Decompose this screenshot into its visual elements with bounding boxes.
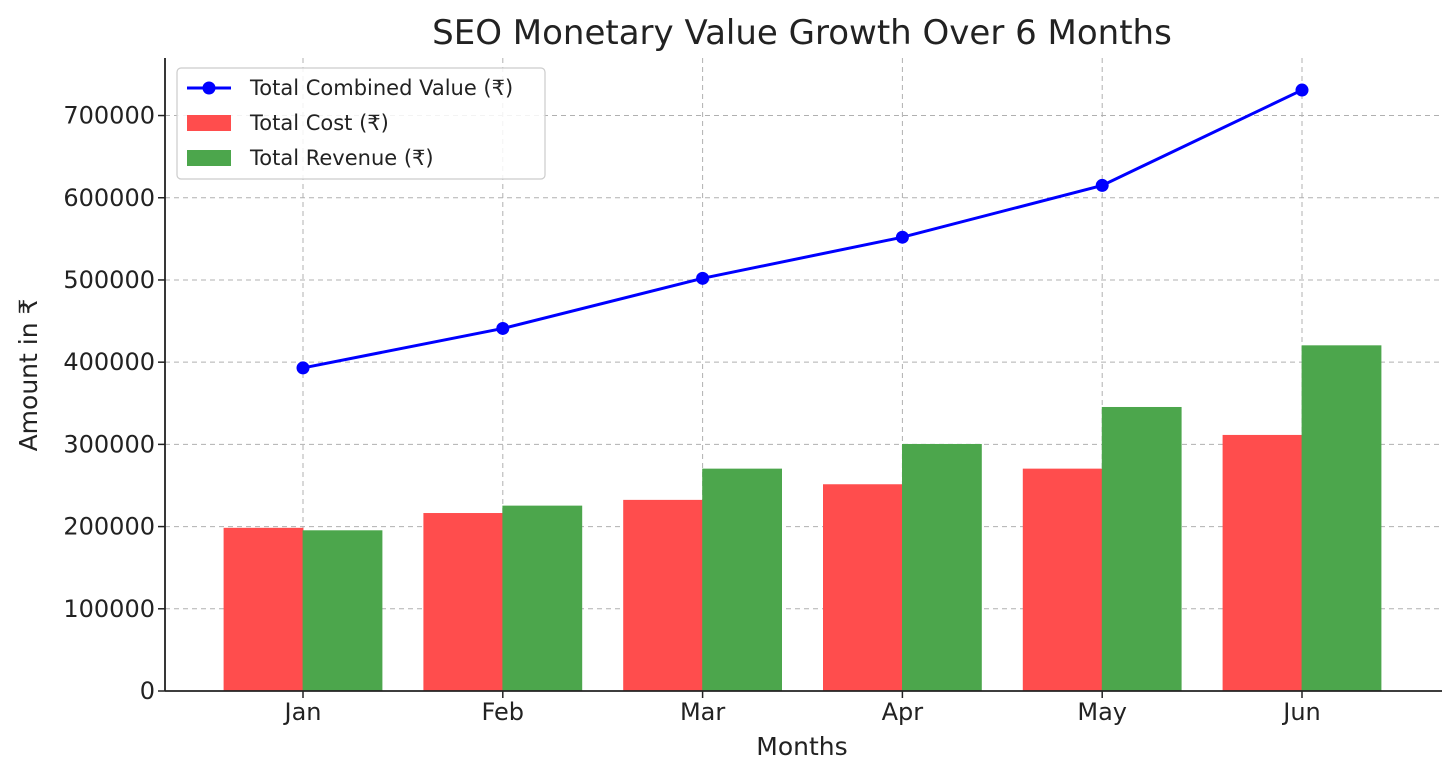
combined-value-point [1095,178,1109,192]
legend-label: Total Cost (₹) [249,111,389,135]
y-tick-label: 0 [140,677,155,705]
legend-bar-swatch [187,150,231,166]
bar-revenue [1301,345,1382,692]
x-tick-label: Jun [1281,698,1321,726]
legend-marker-swatch [202,81,216,95]
line-series [296,83,1309,375]
y-tick-label: 400000 [63,348,155,376]
y-tick-label: 100000 [63,595,155,623]
combined-value-line [302,88,1303,370]
y-tick-label: 200000 [63,513,155,541]
x-tick-label: Jan [283,698,322,726]
x-tick-label: Mar [680,698,725,726]
bar-revenue [902,443,982,692]
y-tick-label: 500000 [63,266,155,294]
y-tick-label: 600000 [63,184,155,212]
bar-cost [823,484,903,692]
bar-cost [623,499,703,692]
legend-bar-swatch [187,115,231,131]
x-tick-label: Apr [882,698,924,726]
bar-cost [1022,468,1103,692]
bar-cost [423,513,504,692]
legend-label: Total Combined Value (₹) [249,76,513,100]
legend: Total Combined Value (₹) Total Cost (₹) To… [176,67,546,180]
tick-labels: 0 100000 200000 300000 400000 500000 600000 700… [63,102,1320,726]
bar-revenue [302,530,383,692]
y-tick-label: 700000 [63,102,155,130]
bar-revenue [502,505,583,692]
combined-value-point [1295,83,1309,97]
chart-title: SEO Monetary Value Growth Over 6 Months [432,13,1172,53]
x-tick-label: Feb [482,698,525,726]
combined-value-point [496,321,510,335]
x-axis-title: Months [756,732,847,761]
legend-box [176,67,546,180]
y-axis-title: Amount in ₹ [14,299,43,452]
bar-revenue [702,468,782,692]
bar-revenue [1101,406,1182,692]
x-tick-label: May [1077,698,1127,726]
legend-label: Total Revenue (₹) [249,146,434,170]
combined-value-point [696,271,710,285]
bars [223,345,1382,692]
combined-value-point [296,361,310,375]
y-tick-label: 300000 [63,430,155,458]
bar-cost [223,527,304,692]
combined-value-point [895,230,909,244]
axes [158,58,1442,698]
bar-cost [1222,434,1303,692]
